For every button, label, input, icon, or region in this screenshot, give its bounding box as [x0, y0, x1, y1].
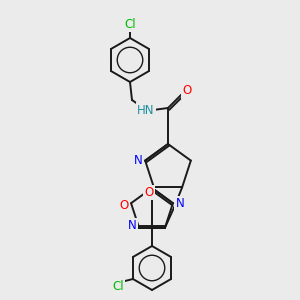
Text: HN: HN [137, 103, 155, 116]
Text: Cl: Cl [124, 17, 136, 31]
Text: Cl: Cl [112, 280, 124, 293]
Text: N: N [176, 197, 184, 210]
Text: N: N [134, 154, 142, 167]
Text: O: O [182, 85, 192, 98]
Text: O: O [119, 199, 129, 212]
Text: N: N [128, 219, 136, 232]
Text: O: O [144, 186, 154, 199]
